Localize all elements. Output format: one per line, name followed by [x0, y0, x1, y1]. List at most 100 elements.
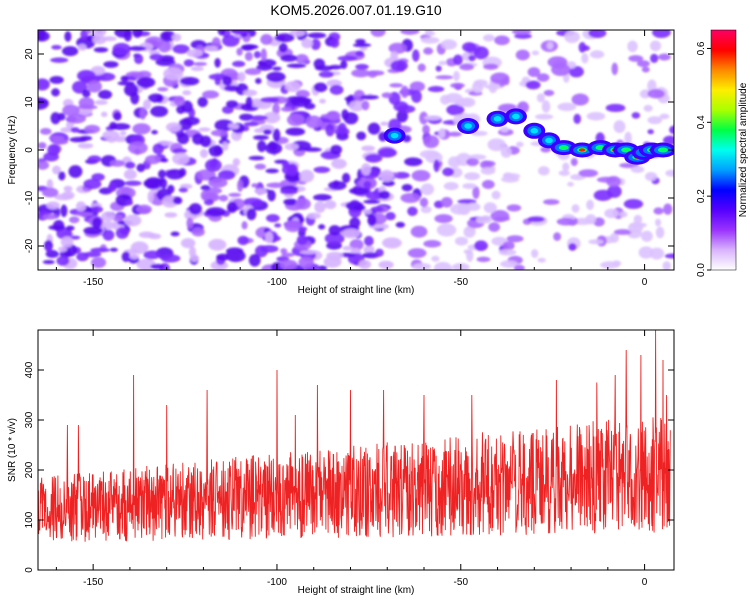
- spectrogram-cell: [227, 201, 238, 213]
- spectrogram-cell: [586, 199, 594, 210]
- spectrogram-cell: [92, 35, 107, 45]
- signal-track-inner: [558, 145, 569, 151]
- spectrogram-cell: [171, 33, 182, 42]
- spectrogram-cell: [506, 235, 524, 243]
- spectrogram-cell: [483, 34, 495, 42]
- spectrogram-cell: [314, 201, 326, 213]
- spectrogram-cell: [280, 248, 288, 254]
- spectrogram-cell: [491, 190, 501, 200]
- spectrogram-cell: [319, 98, 326, 104]
- spectrogram-cell: [243, 197, 263, 207]
- spectrogram-cell: [208, 73, 228, 81]
- spectrogram-cell: [295, 198, 311, 210]
- spectrogram-cell: [232, 158, 241, 167]
- spectrogram-cell: [623, 199, 644, 209]
- spectrogram-cell: [100, 111, 108, 118]
- spectrogram-cell: [93, 47, 109, 53]
- spectrogram-cell: [142, 99, 152, 110]
- spectrogram-cell: [102, 130, 120, 140]
- spectrogram-cell: [150, 105, 169, 117]
- spectrogram-cell: [326, 110, 341, 121]
- spectrogram-cell: [502, 241, 515, 251]
- spectrogram-cell: [253, 135, 269, 141]
- spectrogram-cell: [353, 89, 366, 103]
- spectrogram-cell: [567, 181, 574, 187]
- spectrogram-cell: [82, 89, 91, 98]
- spectrogram-cell: [361, 252, 380, 259]
- spectrogram-cell: [52, 165, 61, 175]
- spectrogram-cell: [49, 75, 64, 84]
- spectrogram-y-tick-label: -20: [24, 238, 35, 253]
- spectrogram-cell: [102, 229, 115, 241]
- spectrogram-cell: [407, 248, 427, 258]
- spectrogram-cell: [491, 236, 508, 246]
- spectrogram-cell: [248, 155, 265, 161]
- spectrogram-cell: [588, 239, 604, 245]
- snr-y-tick-label: 0: [24, 567, 35, 573]
- spectrogram-cell: [401, 184, 413, 192]
- colorbar-tick-label: 0.2: [696, 189, 707, 203]
- spectrogram-cell: [370, 206, 384, 213]
- spectrogram-cell: [186, 217, 194, 229]
- spectrogram-cell: [307, 32, 327, 39]
- spectrogram-cell: [231, 30, 248, 35]
- spectrogram-y-tick-label: -10: [24, 190, 35, 205]
- spectrogram-cell: [356, 131, 367, 141]
- spectrogram-cell: [326, 251, 344, 260]
- spectrogram-cell: [198, 127, 211, 132]
- spectrogram-cell: [445, 93, 463, 104]
- spectrogram-cell: [389, 83, 403, 88]
- spectrogram-cell: [225, 249, 246, 263]
- spectrogram-cell: [286, 172, 300, 183]
- spectrogram-cell: [380, 223, 389, 230]
- spectrogram-cell: [659, 113, 670, 120]
- spectrogram-y-tick-label: 10: [24, 96, 35, 108]
- spectrogram-cell: [546, 41, 554, 50]
- colorbar-tick-label: 0.4: [696, 115, 707, 129]
- spectrogram-cell: [79, 135, 93, 141]
- spectrogram-cell: [258, 59, 277, 67]
- spectrogram-cell: [422, 124, 430, 135]
- spectrogram-cell: [433, 261, 452, 270]
- spectrogram-cell: [400, 192, 421, 203]
- spectrogram-cell: [298, 256, 314, 268]
- spectrogram-cell: [241, 44, 259, 50]
- spectrogram-y-label: Frequency (Hz): [7, 116, 18, 185]
- spectrogram-cell: [263, 111, 281, 124]
- snr-y-label: SNR (10 * v/v): [7, 418, 18, 482]
- spectrogram-cell: [46, 178, 54, 190]
- spectrogram-cell: [130, 241, 149, 254]
- spectrogram-cell: [221, 141, 229, 151]
- spectrogram-cell: [284, 220, 302, 233]
- spectrogram-cell: [375, 248, 384, 257]
- spectrogram-cell: [208, 177, 228, 188]
- spectrogram-cell: [42, 259, 55, 265]
- spectrogram-cell: [56, 255, 70, 266]
- spectrogram-cell: [647, 116, 663, 125]
- spectrogram-cell: [500, 146, 512, 158]
- spectrogram-cell: [337, 122, 347, 136]
- spectrogram-cell: [536, 73, 550, 82]
- spectrogram-noise-field: [38, 30, 674, 270]
- spectrogram-cell: [364, 235, 374, 247]
- spectrogram-cell: [167, 184, 175, 194]
- spectrogram-cell: [417, 63, 426, 72]
- spectrogram-cell: [132, 123, 151, 135]
- spectrogram-cell: [103, 61, 119, 68]
- spectrogram-cell: [199, 149, 209, 158]
- spectrogram-cell: [390, 60, 408, 72]
- spectrogram-cell: [669, 125, 674, 135]
- spectrogram-cell: [515, 141, 524, 148]
- spectrogram-cell: [424, 115, 442, 121]
- spectrogram-cell: [205, 158, 222, 172]
- spectrogram-cell: [663, 203, 673, 215]
- spectrogram-cell: [38, 30, 46, 41]
- spectrogram-cell: [367, 214, 377, 227]
- spectrogram-cell: [266, 71, 286, 83]
- spectrogram-cell: [337, 55, 358, 62]
- spectrogram-cell: [468, 54, 476, 62]
- spectrogram-cell: [328, 180, 347, 191]
- spectrogram-cell: [180, 238, 196, 249]
- spectrogram-cell: [419, 111, 429, 125]
- spectrogram-cell: [128, 46, 147, 52]
